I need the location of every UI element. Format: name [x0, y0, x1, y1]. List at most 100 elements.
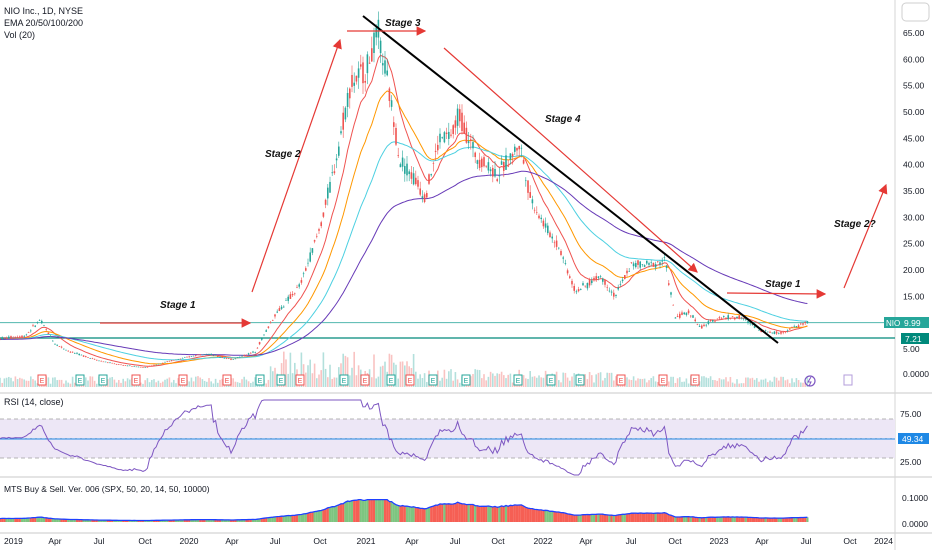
mts-bar: [588, 514, 591, 522]
mts-bar: [64, 519, 68, 522]
time-axis-label: Apr: [405, 536, 418, 546]
mts-bar: [137, 520, 140, 522]
earnings-marker[interactable]: E: [690, 374, 700, 386]
candle-body: [126, 365, 129, 367]
split-icon[interactable]: [804, 375, 816, 387]
candle-body: [778, 333, 780, 334]
candle-body: [217, 356, 219, 357]
candle-body: [514, 146, 516, 152]
volume-bar: [569, 380, 571, 387]
candle-body: [606, 287, 608, 288]
volume-bar: [481, 378, 483, 387]
candle-body: [608, 290, 611, 292]
volume-bar: [771, 381, 773, 387]
price-axis-label: 20.00: [903, 265, 925, 275]
mts-bar: [676, 517, 679, 522]
candle-body: [687, 310, 690, 314]
earnings-marker[interactable]: E: [222, 374, 232, 386]
candle-body: [344, 107, 347, 120]
mts-bar: [544, 510, 547, 522]
earnings-marker[interactable]: E: [658, 374, 668, 386]
mts-bar: [267, 517, 270, 522]
candle-body: [531, 199, 534, 204]
volume-bar: [626, 377, 628, 387]
volume-bar: [727, 381, 729, 387]
earnings-marker[interactable]: E: [98, 374, 108, 386]
mts-bar: [419, 508, 422, 522]
volume-bar: [313, 363, 316, 387]
mts-bar: [654, 513, 657, 522]
volume-bar: [734, 383, 736, 387]
volume-bar: [368, 369, 371, 387]
earnings-marker-future[interactable]: [843, 374, 853, 386]
volume-bar: [615, 376, 617, 387]
earnings-marker[interactable]: E: [461, 374, 471, 386]
earnings-marker[interactable]: E: [37, 374, 47, 386]
volume-bar: [294, 362, 296, 387]
earnings-marker[interactable]: E: [255, 374, 265, 386]
mts-bar: [370, 500, 373, 522]
earnings-marker[interactable]: E: [616, 374, 626, 386]
volume-bar: [654, 381, 657, 387]
earnings-marker[interactable]: E: [178, 374, 188, 386]
mts-bar: [383, 500, 387, 522]
earnings-marker[interactable]: E: [386, 374, 396, 386]
volume-bar: [555, 371, 558, 387]
mts-bar: [436, 505, 439, 522]
volume-bar: [709, 376, 712, 387]
volume-bar: [560, 382, 562, 387]
earnings-marker[interactable]: E: [575, 374, 585, 386]
volume-bar: [562, 372, 564, 387]
earnings-marker[interactable]: E: [513, 374, 523, 386]
candle-body: [478, 159, 481, 168]
earnings-marker[interactable]: E: [75, 374, 85, 386]
earnings-marker-label: E: [342, 378, 347, 385]
earnings-marker[interactable]: E: [131, 374, 141, 386]
candle-body: [296, 287, 298, 288]
earnings-marker[interactable]: E: [546, 374, 556, 386]
candle-body: [522, 159, 525, 164]
candle-body: [588, 280, 591, 286]
earnings-marker[interactable]: E: [276, 374, 286, 386]
mts-bar: [735, 517, 739, 522]
mts-bar: [493, 506, 497, 522]
candle-body: [397, 155, 399, 156]
earnings-marker[interactable]: E: [428, 374, 438, 386]
earnings-marker[interactable]: E: [360, 374, 370, 386]
mts-bar: [223, 519, 226, 522]
candle-body: [366, 54, 369, 74]
volume-bar: [736, 379, 738, 387]
time-axis-label: Apr: [579, 536, 592, 546]
price-axis-label: 65.00: [903, 28, 925, 38]
mts-bar: [5, 518, 8, 522]
mts-bar: [777, 518, 780, 522]
mts-bar: [685, 516, 688, 522]
volume-bar: [175, 383, 177, 387]
volume-bar: [265, 383, 267, 387]
mts-bar: [546, 510, 549, 522]
candle-body: [494, 168, 496, 177]
earnings-marker[interactable]: E: [405, 374, 415, 386]
earnings-marker[interactable]: E: [339, 374, 349, 386]
volume-bar: [120, 382, 122, 387]
candle-body: [747, 321, 749, 323]
mts-bar: [205, 519, 208, 522]
volume-bar: [316, 378, 318, 387]
volume-bar: [351, 367, 353, 387]
volume-bar: [36, 383, 39, 387]
chart-top-right-button[interactable]: [901, 2, 930, 22]
volume-bar: [0, 377, 1, 387]
candle-body: [685, 312, 688, 316]
mts-bar: [474, 505, 477, 522]
mts-bar: [309, 512, 312, 522]
mts-bar: [135, 520, 138, 522]
volume-bar: [536, 377, 538, 387]
earnings-marker-label: E: [225, 378, 230, 385]
earnings-marker[interactable]: E: [295, 374, 305, 386]
price-axis-label: 60.00: [903, 54, 925, 64]
mts-bar: [636, 513, 640, 522]
rsi-axis-75: 75.00: [900, 409, 922, 419]
mts-bar: [452, 504, 455, 522]
volume-bar: [399, 361, 402, 387]
